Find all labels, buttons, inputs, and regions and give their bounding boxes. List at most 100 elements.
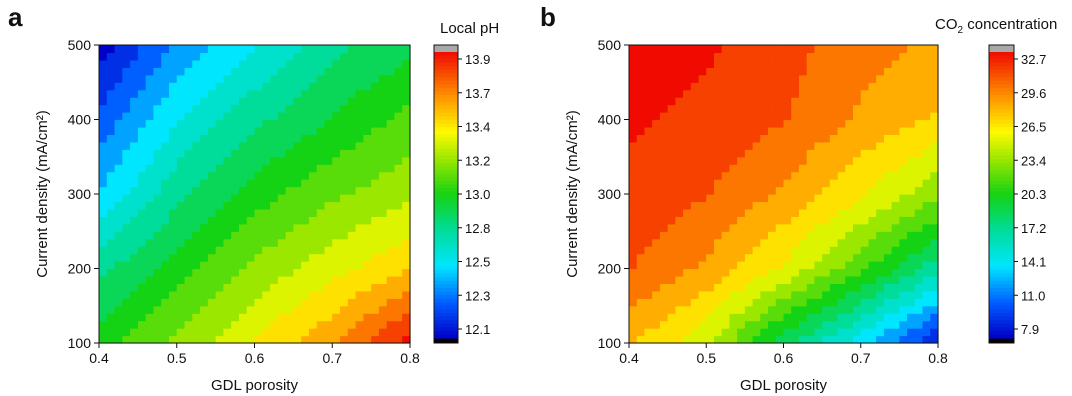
heatmap-cell <box>814 164 823 173</box>
heatmap-cell <box>891 156 900 165</box>
heatmap-cell <box>737 261 746 270</box>
heatmap-cell <box>907 52 916 61</box>
heatmap-cell <box>394 194 403 203</box>
heatmap-cell <box>713 126 723 135</box>
heatmap-cell <box>207 238 217 247</box>
heatmap-cell <box>845 164 854 173</box>
heatmap-cell <box>293 171 302 180</box>
heatmap-cell <box>683 134 692 143</box>
heatmap-cell <box>814 275 823 284</box>
heatmap-cell <box>308 141 318 150</box>
heatmap-cell <box>99 52 108 61</box>
heatmap-cell <box>883 268 893 277</box>
colorbar-swatch <box>434 155 458 160</box>
heatmap-cell <box>860 171 870 180</box>
colorbar-underflow-cap <box>989 338 1014 343</box>
heatmap-cell <box>114 313 123 322</box>
heatmap-cell <box>683 119 692 128</box>
heatmap-cell <box>922 164 931 173</box>
heatmap-cell <box>324 134 333 143</box>
heatmap-cell <box>114 328 123 337</box>
heatmap-cell <box>675 74 684 83</box>
heatmap-cell <box>215 67 225 76</box>
heatmap-cell <box>860 164 870 173</box>
heatmap-cell <box>192 97 201 106</box>
heatmap-cell <box>215 89 225 98</box>
colorbar-swatch <box>989 184 1014 189</box>
heatmap-cell <box>907 149 916 158</box>
x-tick-label: 0.4 <box>619 350 639 366</box>
heatmap-cell <box>301 89 310 98</box>
heatmap-cell <box>332 156 341 165</box>
heatmap-cell <box>301 59 310 68</box>
heatmap-cell <box>798 126 808 135</box>
heatmap-cell <box>262 112 271 121</box>
colorbar-swatch <box>434 184 458 189</box>
heatmap-cell <box>899 290 908 299</box>
heatmap-cell <box>378 119 388 128</box>
heatmap-cell <box>729 186 738 195</box>
heatmap-cell <box>636 320 646 329</box>
heatmap-cell <box>914 275 924 284</box>
heatmap-cell <box>914 134 924 143</box>
heatmap-cell <box>277 74 287 83</box>
heatmap-cell <box>184 275 193 284</box>
heatmap-cell <box>347 164 357 173</box>
heatmap-cell <box>675 119 684 128</box>
heatmap-cell <box>883 231 893 240</box>
heatmap-cell <box>698 89 707 98</box>
heatmap-cell <box>262 186 271 195</box>
heatmap-cell <box>690 283 700 292</box>
heatmap-cell <box>316 268 326 277</box>
heatmap-cell <box>293 164 302 173</box>
heatmap-cell <box>760 231 769 240</box>
heatmap-cell <box>737 141 746 150</box>
heatmap-cell <box>798 290 808 299</box>
heatmap-cell <box>752 59 761 68</box>
heatmap-cell <box>744 261 754 270</box>
heatmap-cell <box>768 179 777 188</box>
heatmap-cell <box>168 82 178 91</box>
heatmap-cell <box>853 208 862 217</box>
colorbar-swatch <box>434 266 458 271</box>
heatmap-cell <box>883 156 893 165</box>
colorbar-swatch <box>434 198 458 203</box>
heatmap-cell <box>254 171 263 180</box>
heatmap-cell <box>137 283 147 292</box>
heatmap-cell <box>752 82 761 91</box>
colorbar-swatch <box>434 262 458 268</box>
heatmap-cell <box>238 261 248 270</box>
heatmap-cell <box>316 261 326 270</box>
heatmap-cell <box>293 179 302 188</box>
heatmap-cell <box>629 328 638 337</box>
colorbar-tick-label: 7.9 <box>1021 322 1039 337</box>
heatmap-cell <box>277 45 287 54</box>
colorbar-swatch <box>989 216 1014 221</box>
heatmap-cell <box>270 313 279 322</box>
heatmap-cell <box>122 208 131 217</box>
heatmap-cell <box>114 194 123 203</box>
heatmap-cell <box>883 89 893 98</box>
heatmap-cell <box>768 186 777 195</box>
heatmap-cell <box>876 328 885 337</box>
heatmap-cell <box>130 298 139 307</box>
heatmap-cell <box>308 164 318 173</box>
heatmap-cell <box>270 335 279 344</box>
heatmap-cell <box>667 298 676 307</box>
heatmap-cell <box>752 208 761 217</box>
heatmap-cell <box>301 179 310 188</box>
heatmap-cell <box>868 82 877 91</box>
heatmap-cell <box>301 194 310 203</box>
heatmap-cell <box>791 208 800 217</box>
heatmap-cell <box>775 231 785 240</box>
heatmap-cell <box>791 171 800 180</box>
heatmap-cell <box>690 231 700 240</box>
heatmap-cell <box>744 164 754 173</box>
heatmap-cell <box>652 320 661 329</box>
heatmap-cell <box>106 253 116 262</box>
heatmap-cell <box>200 238 209 247</box>
heatmap-cell <box>907 141 916 150</box>
heatmap-cell <box>106 171 116 180</box>
colorbar-swatch <box>434 187 458 193</box>
heatmap-cell <box>262 104 271 113</box>
